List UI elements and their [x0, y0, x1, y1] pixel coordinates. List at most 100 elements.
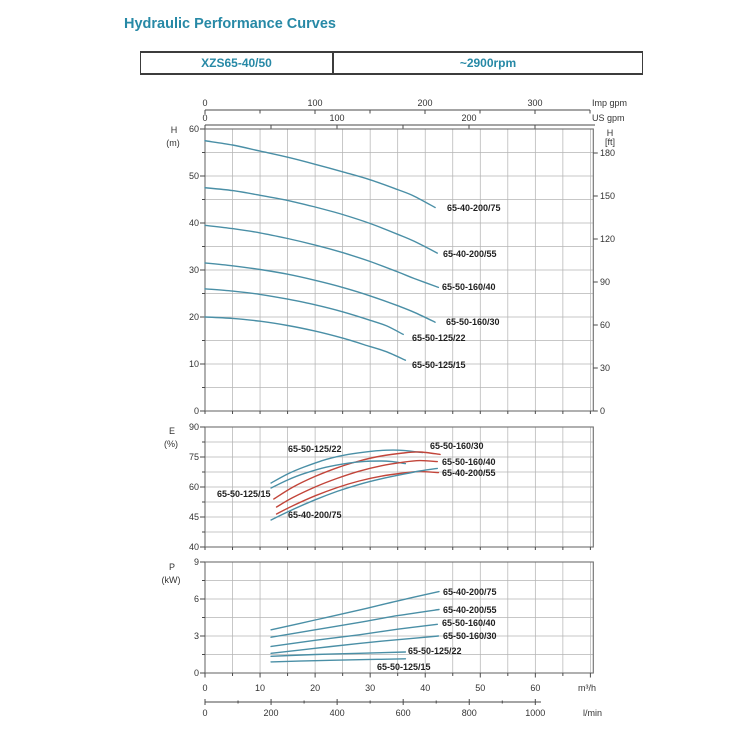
curve-label-65-50-160/40: 65-50-160/40 — [442, 457, 496, 467]
header-table: XZS65-40/50 ~2900rpm — [140, 51, 643, 75]
head-ytick-label: 40 — [189, 218, 199, 228]
efficiency-ytick-label: 90 — [189, 422, 199, 432]
efficiency-ytick-label: 75 — [189, 452, 199, 462]
curve-label-65-50-125/15: 65-50-125/15 — [217, 489, 271, 499]
model-cell: XZS65-40/50 — [141, 53, 334, 73]
us-gpm-tick-label: 0 — [202, 113, 207, 123]
curve-65-50-125/22 — [270, 651, 407, 658]
lmin-tick-label: 400 — [330, 708, 345, 718]
eff-axis-name: E — [169, 426, 175, 436]
head-axis-unit: (m) — [166, 138, 180, 148]
curve-65-40-200/75 — [270, 590, 440, 631]
curve-label-65-50-125/22: 65-50-125/22 — [288, 444, 342, 454]
efficiency-ytick-label: 60 — [189, 482, 199, 492]
head-ytick-label: 20 — [189, 312, 199, 322]
curve-label-65-50-125/15: 65-50-125/15 — [412, 360, 466, 370]
curve-label-65-40-200/75: 65-40-200/75 — [443, 587, 497, 597]
power-ytick-label: 3 — [194, 631, 199, 641]
curve-65-50-125/22 — [270, 449, 424, 484]
lmin-tick-label: 800 — [462, 708, 477, 718]
chart-efficiency: 90 75 60 45 40 E (%) 65-50-125/22 65-50-160/30 65… — [164, 422, 594, 552]
m3h-tick-label: 10 — [255, 683, 265, 693]
curve-65-40-200/55 — [270, 608, 440, 638]
m3h-unit: m³/h — [578, 683, 596, 693]
m3h-tick-label: 0 — [202, 683, 207, 693]
curve-label-65-40-200/55: 65-40-200/55 — [443, 249, 497, 259]
curve-65-40-200/75 — [204, 140, 436, 209]
imp-gpm-tick-label: 100 — [307, 98, 322, 108]
head-ytick-label: 60 — [189, 124, 199, 134]
lmin-tick-label: 200 — [264, 708, 279, 718]
curve-label-65-50-160/40: 65-50-160/40 — [442, 618, 496, 628]
curve-65-50-125/22 — [204, 288, 404, 336]
m3h-tick-label: 50 — [475, 683, 485, 693]
ft-axis-name: H — [607, 128, 614, 138]
imp-gpm-tick-label: 200 — [417, 98, 432, 108]
curve-65-40-200/75 — [270, 467, 438, 521]
power-axis-name: P — [169, 562, 175, 572]
curve-65-50-160/40 — [270, 623, 438, 648]
eff-axis-unit: (%) — [164, 439, 178, 449]
curve-65-50-125/15 — [270, 460, 407, 489]
head-ft-tick-label: 90 — [600, 277, 610, 287]
curve-label-65-40-200/75: 65-40-200/75 — [288, 510, 342, 520]
curve-65-50-125/15 — [270, 658, 407, 663]
efficiency-ytick-label: 40 — [189, 542, 199, 552]
us-gpm-tick-label: 100 — [329, 113, 344, 123]
us-gpm-tick-label: 200 — [461, 113, 476, 123]
imp-gpm-tick-label: 300 — [527, 98, 542, 108]
head-ft-tick-label: 120 — [600, 234, 615, 244]
head-ytick-label: 50 — [189, 171, 199, 181]
curve-65-50-160/40 — [204, 224, 440, 289]
head-axis-name: H — [171, 125, 178, 135]
lmin-unit: l/min — [583, 708, 602, 718]
curve-65-50-160/30 — [273, 451, 441, 500]
ft-axis-unit: [ft] — [605, 137, 615, 147]
head-ft-tick-label: 150 — [600, 191, 615, 201]
head-ft-tick-label: 30 — [600, 363, 610, 373]
us-gpm-unit: US gpm — [592, 113, 625, 123]
power-ytick-label: 9 — [194, 557, 199, 567]
head-ft-tick-label: 60 — [600, 320, 610, 330]
lmin-tick-label: 600 — [396, 708, 411, 718]
top-axes: 0 100 200 300 Imp gpm 0 100 200 US gpm — [202, 98, 627, 129]
curve-label-65-50-125/15: 65-50-125/15 — [377, 662, 431, 672]
head-ytick-label: 10 — [189, 359, 199, 369]
efficiency-ytick-label: 45 — [189, 512, 199, 522]
chart-head: 6050403020100H(m)1801501209060300H[ft]65… — [166, 124, 615, 416]
curve-label-65-50-160/30: 65-50-160/30 — [443, 631, 497, 641]
m3h-tick-label: 60 — [530, 683, 540, 693]
page-title: Hydraulic Performance Curves — [124, 16, 336, 32]
imp-gpm-unit: Imp gpm — [592, 98, 627, 108]
head-ytick-label: 30 — [189, 265, 199, 275]
curve-65-50-160/40 — [275, 459, 438, 508]
power-ytick-label: 6 — [194, 594, 199, 604]
lmin-tick-label: 1000 — [525, 708, 545, 718]
curve-label-65-50-125/22: 65-50-125/22 — [412, 333, 466, 343]
head-ytick-label: 0 — [194, 406, 199, 416]
imp-gpm-tick-label: 0 — [202, 98, 207, 108]
curve-65-50-160/30 — [270, 635, 440, 654]
curve-label-65-50-160/30: 65-50-160/30 — [430, 441, 484, 451]
curve-label-65-50-160/40: 65-50-160/40 — [442, 282, 496, 292]
power-axis-unit: (kW) — [162, 575, 181, 585]
curve-label-65-40-200/55: 65-40-200/55 — [442, 468, 496, 478]
head-ft-tick-label: 0 — [600, 406, 605, 416]
power-ytick-label: 0 — [194, 668, 199, 678]
head-ft-tick-label: 180 — [600, 148, 615, 158]
curve-label-65-40-200/75: 65-40-200/75 — [447, 203, 501, 213]
chart-power: 9 6 3 0 P (kW) 65-40-200/75 65-40-200/55 65-50-1… — [162, 557, 594, 678]
curve-label-65-50-160/30: 65-50-160/30 — [446, 317, 500, 327]
m3h-tick-label: 30 — [365, 683, 375, 693]
curve-label-65-40-200/55: 65-40-200/55 — [443, 605, 497, 615]
lmin-tick-label: 0 — [202, 708, 207, 718]
curve-65-50-160/30 — [204, 262, 436, 323]
m3h-tick-label: 40 — [420, 683, 430, 693]
bottom-axes: 0 10 20 30 40 50 60 m³/h 0 200 400 600 800 1000 l/min — [202, 683, 602, 718]
curve-label-65-50-125/22: 65-50-125/22 — [408, 646, 462, 656]
speed-cell: ~2900rpm — [459, 56, 517, 70]
curve-65-50-125/15 — [204, 316, 407, 361]
m3h-tick-label: 20 — [310, 683, 320, 693]
